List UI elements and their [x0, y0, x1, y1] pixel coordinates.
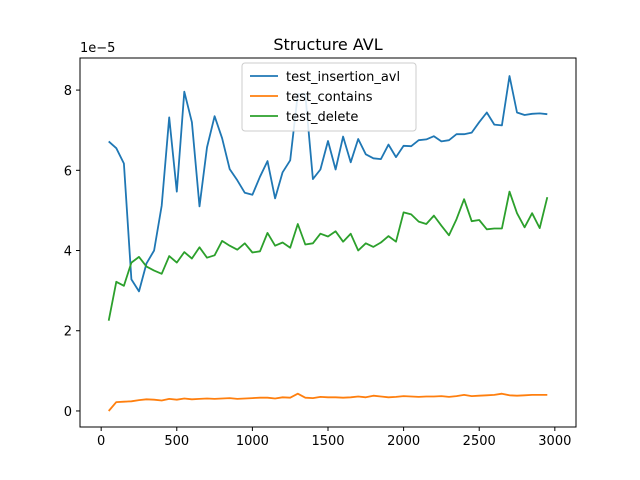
- axes-frame: [79, 57, 577, 428]
- y-offset-text: 1e−5: [80, 41, 115, 56]
- series-line-test_contains: [108, 392, 548, 412]
- x-tick-label: 2000: [387, 434, 420, 449]
- series-group: [107, 75, 549, 412]
- y-tick-label: 0: [64, 405, 72, 420]
- legend-box: [241, 62, 417, 132]
- y-tick-label: 6: [64, 164, 72, 179]
- x-tick-label: 2500: [463, 434, 496, 449]
- legend: test_insertion_avl test_contains test_dele…: [241, 62, 417, 132]
- y-tick-label: 4: [64, 245, 72, 260]
- y-tick-label: 8: [64, 84, 72, 99]
- axes-ticks: 0 500 1000 1500 2000 2500 3000 0 2 4 6 8: [64, 84, 572, 449]
- legend-label: test_delete: [286, 110, 358, 125]
- x-tick-label: 1500: [311, 434, 344, 449]
- x-tick-label: 500: [164, 434, 189, 449]
- x-tick-label: 1000: [236, 434, 269, 449]
- x-tick-label: 0: [97, 434, 105, 449]
- x-tick-label: 3000: [538, 434, 571, 449]
- legend-label: test_contains: [286, 90, 373, 105]
- series-line-test_delete: [107, 190, 549, 321]
- chart-title: Structure AVL: [273, 35, 382, 54]
- y-tick-label: 2: [64, 325, 72, 340]
- legend-label: test_insertion_avl: [286, 70, 400, 85]
- series-line-test_insertion_avl: [108, 75, 548, 293]
